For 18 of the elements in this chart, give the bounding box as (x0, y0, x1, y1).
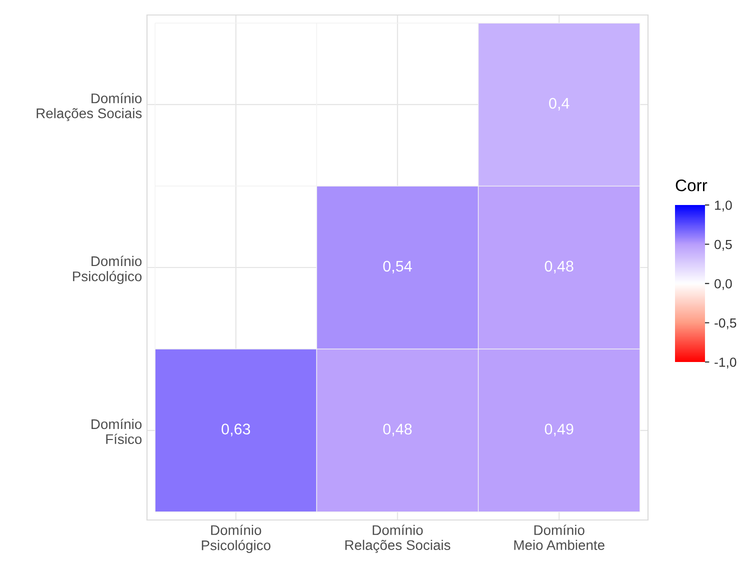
color-bar-label: 1,0 (715, 200, 732, 212)
color-bar-title: Corr (676, 179, 708, 192)
data-label: 0,49 (544, 424, 574, 436)
y-tick-label: Domínio Físico (92, 418, 142, 444)
color-bar-label: 0,0 (714, 279, 732, 290)
y-tick-label: Domínio Psicológico (73, 256, 142, 284)
color-bar-label: -1,0 (714, 358, 736, 368)
y-tick-label: Domínio Relações Sociais (36, 92, 142, 122)
data-label: 0,48 (544, 260, 574, 274)
x-tick-label: Domínio Meio Ambiente (514, 524, 604, 550)
data-label: 0,48 (383, 424, 412, 436)
color-bar-label: 0,5 (714, 240, 732, 251)
data-label: 0,4 (549, 98, 570, 111)
data-label: 0,63 (222, 424, 250, 436)
data-label: 0,54 (383, 260, 412, 274)
color-bar-label: -0,5 (714, 318, 736, 330)
x-tick-label: Domínio Psicológico (202, 524, 270, 553)
x-tick-label: Domínio Relações Sociais (345, 524, 450, 553)
